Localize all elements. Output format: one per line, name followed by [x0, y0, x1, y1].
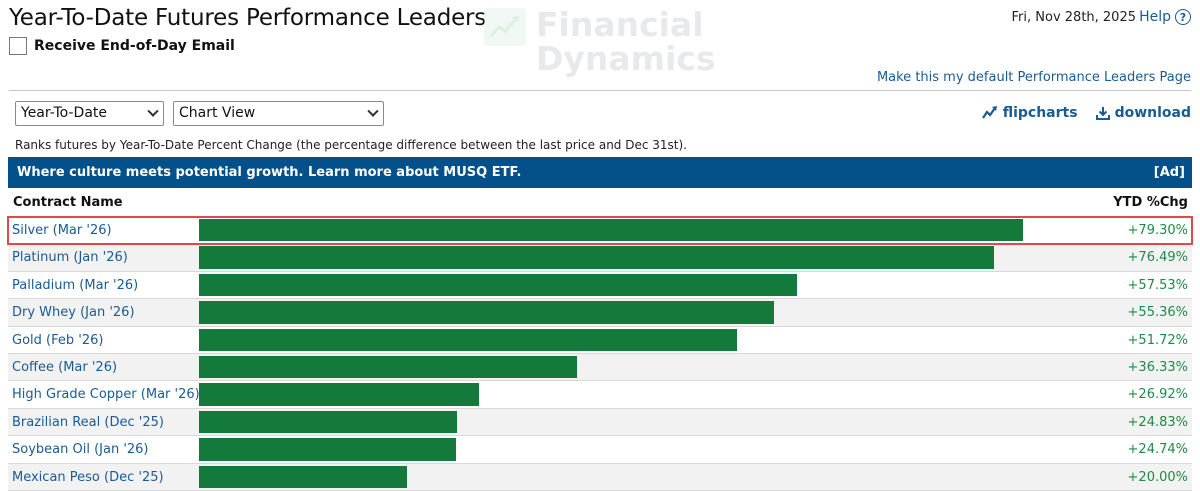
download-button[interactable]: download: [1095, 105, 1191, 121]
performance-bar: [199, 355, 577, 379]
flipcharts-icon: [981, 106, 997, 119]
ytd-pct: +26.92%: [1127, 387, 1188, 403]
chart-actions: flipcharts download: [981, 105, 1191, 121]
table-row[interactable]: Gold (Feb '26) +51.72%: [8, 327, 1192, 354]
performance-bar: [199, 273, 797, 297]
table-row[interactable]: Coffee (Mar '26) +36.33%: [8, 353, 1192, 382]
contract-name[interactable]: High Grade Copper (Mar '26): [12, 387, 200, 403]
view-select[interactable]: Chart View: [173, 101, 384, 126]
column-header-ytd-chg[interactable]: YTD %Chg: [1113, 195, 1188, 210]
table-row[interactable]: Silver (Mar '26) +79.30%: [7, 215, 1193, 246]
table-row[interactable]: Soybean Oil (Jan '26) +24.74%: [8, 436, 1192, 464]
performance-table: Silver (Mar '26) +79.30% Platinum (Jan '…: [7, 215, 1193, 491]
contract-name[interactable]: Mexican Peso (Dec '25): [12, 469, 164, 485]
ytd-pct: +24.74%: [1127, 442, 1188, 458]
contract-name[interactable]: Palladium (Mar '26): [12, 277, 139, 293]
watermark-line2: Dynamics: [536, 39, 716, 78]
ytd-pct: +79.30%: [1127, 223, 1188, 238]
performance-bar: [199, 383, 479, 406]
help-link[interactable]: Help ?: [1139, 9, 1191, 25]
chevron-down-icon: [147, 105, 159, 117]
table-row[interactable]: Palladium (Mar '26) +57.53%: [8, 272, 1192, 300]
email-label: Receive End-of-Day Email: [34, 38, 235, 54]
column-header-contract[interactable]: Contract Name: [13, 195, 123, 210]
ytd-pct: +57.53%: [1127, 277, 1188, 293]
download-label: download: [1114, 105, 1191, 121]
chevron-down-icon: [367, 105, 379, 117]
performance-bar: [199, 219, 1023, 242]
contract-name[interactable]: Brazilian Real (Dec '25): [12, 414, 164, 430]
table-row[interactable]: Platinum (Jan '26) +76.49%: [8, 244, 1192, 272]
performance-bar: [199, 301, 774, 324]
contract-name[interactable]: Soybean Oil (Jan '26): [12, 442, 149, 458]
contract-name[interactable]: Gold (Feb '26): [12, 332, 104, 348]
ytd-pct: +55.36%: [1127, 305, 1188, 321]
ytd-pct: +20.00%: [1127, 469, 1188, 485]
header-divider: [9, 90, 1191, 91]
view-select-value: Chart View: [179, 105, 256, 121]
ranking-description: Ranks futures by Year-To-Date Percent Ch…: [15, 138, 687, 152]
ad-banner[interactable]: Where culture meets potential growth. Le…: [8, 157, 1192, 188]
performance-bar: [199, 438, 456, 461]
help-label: Help: [1139, 9, 1171, 25]
watermark: Financial Dynamics: [484, 8, 716, 76]
download-icon: [1095, 107, 1110, 120]
page-title: Year-To-Date Futures Performance Leaders: [9, 5, 487, 31]
ytd-pct: +36.33%: [1127, 359, 1188, 375]
table-row[interactable]: Mexican Peso (Dec '25) +20.00%: [8, 463, 1192, 491]
ad-banner-text[interactable]: Where culture meets potential growth. Le…: [17, 165, 522, 180]
period-select[interactable]: Year-To-Date: [15, 101, 164, 126]
make-default-link[interactable]: Make this my default Performance Leaders…: [876, 70, 1191, 85]
ytd-pct: +51.72%: [1127, 332, 1188, 348]
period-select-value: Year-To-Date: [21, 105, 108, 121]
contract-name[interactable]: Dry Whey (Jan '26): [12, 305, 135, 321]
email-option[interactable]: Receive End-of-Day Email: [9, 37, 235, 55]
watermark-text: Financial Dynamics: [536, 8, 716, 76]
flipcharts-button[interactable]: flipcharts: [981, 105, 1078, 121]
contract-name[interactable]: Coffee (Mar '26): [12, 359, 118, 375]
ytd-pct: +24.83%: [1127, 414, 1188, 430]
performance-bar: [199, 465, 407, 488]
flipcharts-label: flipcharts: [1002, 105, 1078, 121]
table-row[interactable]: High Grade Copper (Mar '26) +26.92%: [8, 381, 1192, 409]
table-row[interactable]: Dry Whey (Jan '26) +55.36%: [8, 299, 1192, 327]
table-row[interactable]: Brazilian Real (Dec '25) +24.83%: [8, 408, 1192, 437]
contract-name[interactable]: Platinum (Jan '26): [12, 250, 128, 266]
logo-icon: [484, 8, 526, 46]
email-checkbox[interactable]: [9, 37, 27, 55]
performance-bar: [199, 410, 457, 434]
ytd-pct: +76.49%: [1127, 250, 1188, 266]
performance-bar: [199, 246, 994, 269]
help-icon: ?: [1175, 9, 1191, 25]
table-header-divider: [8, 216, 1192, 217]
current-date: Fri, Nov 28th, 2025: [1011, 10, 1136, 25]
watermark-line1: Financial: [536, 5, 704, 44]
ad-label[interactable]: [Ad]: [1153, 165, 1185, 180]
contract-name[interactable]: Silver (Mar '26): [12, 223, 112, 238]
performance-bar: [199, 328, 737, 351]
